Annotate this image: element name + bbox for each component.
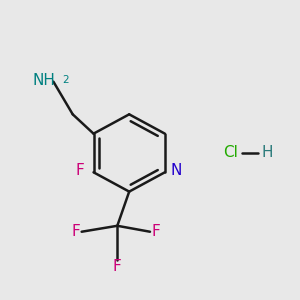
Text: H: H	[262, 146, 273, 160]
Text: F: F	[152, 224, 160, 239]
Text: F: F	[113, 259, 122, 274]
Text: NH: NH	[32, 73, 55, 88]
Text: Cl: Cl	[223, 146, 238, 160]
Text: F: F	[71, 224, 80, 239]
Text: N: N	[170, 163, 182, 178]
Text: F: F	[76, 163, 85, 178]
Text: 2: 2	[62, 75, 69, 85]
